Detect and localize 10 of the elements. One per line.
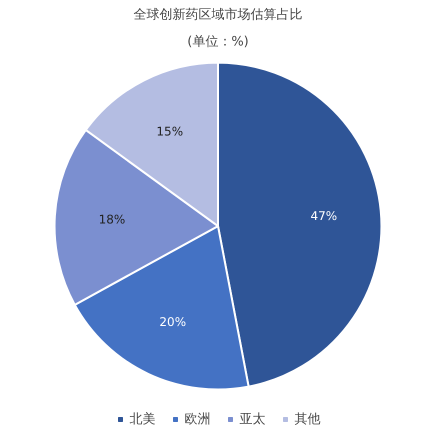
data-label: 15%: [156, 124, 184, 138]
chart-title: 全球创新药区域市场估算占比: [134, 8, 302, 22]
legend-label: 其他: [294, 411, 320, 428]
legend-label: 欧洲: [184, 411, 210, 428]
data-label: 20%: [159, 315, 186, 330]
legend-label: 北美: [130, 411, 156, 428]
legend-label: 亚太: [240, 411, 266, 428]
data-label: 47%: [310, 209, 338, 224]
chart-subtitle: (单位：%): [187, 34, 249, 50]
data-label: 18%: [98, 212, 126, 226]
